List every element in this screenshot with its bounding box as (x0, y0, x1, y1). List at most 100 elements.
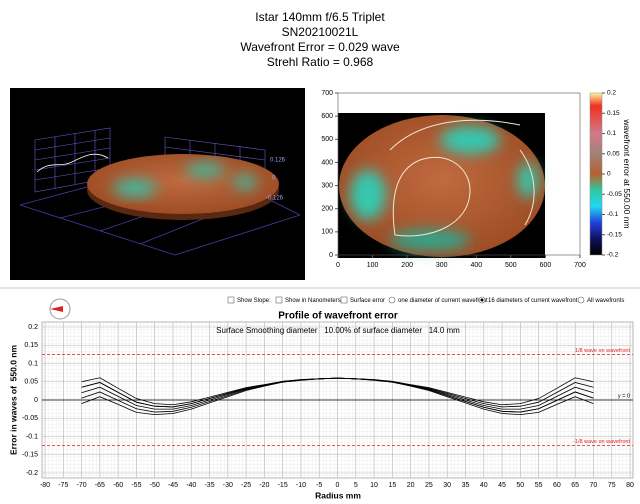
y-tick-label: 0.05 (24, 379, 38, 386)
checkbox[interactable] (340, 296, 348, 304)
x-tick-label: 500 (505, 262, 517, 269)
surface-blob (113, 179, 157, 197)
surface-view: 0.126 0 -0.126 (10, 88, 305, 280)
x-tick-label: -25 (241, 482, 251, 489)
colorbar-tick-label: -0.1 (607, 211, 619, 218)
x-tick-label: -20 (259, 482, 269, 489)
x-tick-label: -50 (150, 482, 160, 489)
y-tick-label: 400 (321, 159, 333, 166)
checkbox[interactable] (227, 296, 235, 304)
scale-label: 0.126 (270, 158, 286, 164)
colorbar-tick-label: -0.15 (607, 231, 622, 238)
x-tick-label: 45 (498, 482, 506, 489)
profile-line (81, 377, 594, 413)
map-blob (390, 230, 470, 250)
x-tick-label: 50 (516, 482, 524, 489)
x-tick-label: 65 (571, 482, 579, 489)
radio-button[interactable] (577, 296, 585, 304)
colorbar-tick-label: 0.05 (607, 150, 620, 157)
header-line: Istar 140mm f/6.5 Triplet (255, 10, 385, 24)
colorbar-tick-label: 0.2 (607, 90, 616, 97)
y-tick-label: 700 (321, 90, 333, 97)
y-tick-label: 100 (321, 229, 333, 236)
wavefront-map (338, 113, 545, 258)
x-tick-label: 40 (480, 482, 488, 489)
x-tick-label: -75 (58, 482, 68, 489)
x-tick-label: -5 (316, 482, 322, 489)
profile-trace (36, 153, 109, 173)
x-tick-label: 60 (553, 482, 561, 489)
x-tick-label: -80 (40, 482, 50, 489)
colorbar (589, 92, 603, 256)
y-tick-label: -0.2 (26, 470, 38, 477)
y-tick-label: 0.2 (28, 324, 38, 331)
y-tick-label: -0.1 (26, 433, 38, 440)
x-tick-label: -30 (223, 482, 233, 489)
y-tick-label: 0.15 (24, 342, 38, 349)
x-tick-label: -60 (113, 482, 123, 489)
x-tick-label: 80 (626, 482, 634, 489)
colorbar-tick-label: 0.1 (607, 130, 616, 137)
checkbox-label: Show in Nanometers (285, 298, 341, 304)
colorbar-tick-label: 0 (607, 171, 611, 178)
x-tick-label: 100 (367, 262, 379, 269)
x-tick-label: 55 (535, 482, 543, 489)
radio-button[interactable] (388, 296, 396, 304)
reference-label: -1/8 wave on wavefront (573, 439, 630, 445)
checkbox[interactable] (275, 296, 283, 304)
compass (49, 298, 71, 320)
y-tick-label: -0.15 (22, 452, 38, 459)
x-tick-label: -45 (168, 482, 178, 489)
colorbar-tick-label: -0.2 (607, 252, 619, 259)
x-axis-label: Radius mm (315, 490, 361, 500)
x-tick-label: 5 (354, 482, 358, 489)
x-tick-label: -55 (131, 482, 141, 489)
x-tick-label: 35 (462, 482, 470, 489)
colorbar-tick-label: 0.15 (607, 110, 620, 117)
x-tick-label: 600 (540, 262, 552, 269)
header-line: SN20210021L (282, 25, 359, 39)
map-blob (518, 162, 538, 198)
surface-blob (233, 175, 257, 189)
scale-label: 0 (272, 176, 276, 182)
map-blob (350, 170, 386, 220)
compass-arrow (50, 306, 63, 312)
x-tick-label: 70 (590, 482, 598, 489)
map-contour (389, 119, 535, 237)
map-surface (339, 115, 545, 257)
radio-label: one diameter of current wavefront (398, 298, 488, 304)
header-line: Wavefront Error = 0.029 wave (240, 40, 400, 54)
x-tick-label: -65 (95, 482, 105, 489)
x-tick-label: 200 (401, 262, 413, 269)
x-tick-label: 10 (370, 482, 378, 489)
x-tick-label: 0 (336, 482, 340, 489)
map-frame (337, 92, 581, 256)
x-tick-label: 300 (436, 262, 448, 269)
x-tick-label: 25 (425, 482, 433, 489)
x-tick-label: -15 (278, 482, 288, 489)
radio-label: 16 diameters of current wavefront (488, 298, 578, 304)
x-tick-label: 700 (574, 262, 586, 269)
checkbox-label: Surface error (350, 298, 385, 304)
y-tick-label: -0.05 (22, 415, 38, 422)
checkbox-label: Show Slope: (237, 298, 271, 304)
y-tick-label: 0 (329, 252, 333, 259)
radio-label: All wavefronts (587, 298, 624, 304)
x-tick-label: 15 (388, 482, 396, 489)
x-tick-label: 75 (608, 482, 616, 489)
x-tick-label: -35 (204, 482, 214, 489)
colorbar-tick-label: -0.05 (607, 191, 622, 198)
reference-label: 1/8 wave on wavefront (575, 348, 631, 354)
radio-dot (480, 298, 484, 302)
y-tick-label: 300 (321, 182, 333, 189)
y-tick-label: 0.1 (28, 360, 38, 367)
y-tick-label: 600 (321, 113, 333, 120)
map-blob (440, 126, 500, 154)
surface-highlights (113, 163, 257, 197)
x-tick-label: 400 (470, 262, 482, 269)
scale-label: -0.126 (266, 196, 284, 202)
y-tick-label: 500 (321, 136, 333, 143)
header-line: Strehl Ratio = 0.968 (267, 55, 374, 69)
x-tick-label: 20 (407, 482, 415, 489)
